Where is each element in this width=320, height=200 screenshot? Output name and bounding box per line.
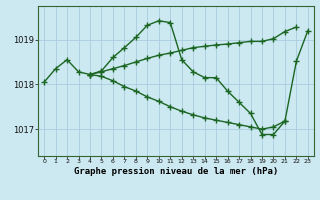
X-axis label: Graphe pression niveau de la mer (hPa): Graphe pression niveau de la mer (hPa)	[74, 167, 278, 176]
